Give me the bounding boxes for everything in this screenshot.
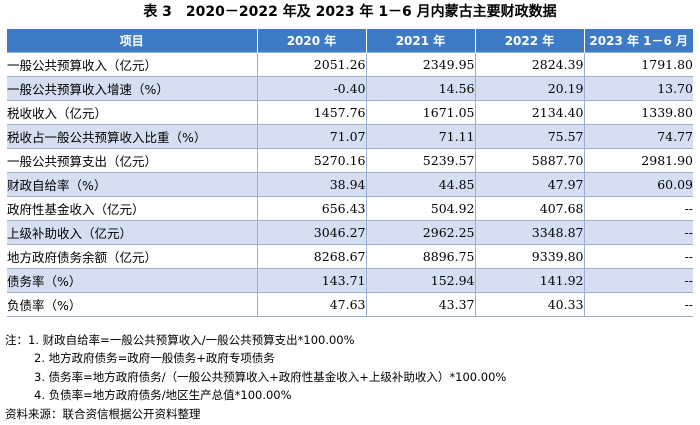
table-row: 税收占一般公共预算收入比重（%） 71.07 71.11 75.57 74.77 xyxy=(7,124,693,149)
row-label: 一般公共预算收入增速（%） xyxy=(7,76,258,101)
cell-value: 8268.67 xyxy=(257,244,367,269)
table-header-row: 项目 2020 年 2021 年 2022 年 2023 年 1－6 月 xyxy=(7,29,693,53)
cell-value: 13.70 xyxy=(584,76,693,101)
column-header-2020: 2020 年 xyxy=(257,29,367,53)
table-row: 税收收入（亿元） 1457.76 1671.05 2134.40 1339.80 xyxy=(7,100,693,125)
cell-value: 141.92 xyxy=(475,268,585,293)
row-label: 税收收入（亿元） xyxy=(7,100,258,125)
cell-value: 47.63 xyxy=(257,292,367,317)
cell-value: 71.07 xyxy=(257,124,367,149)
cell-value: -- xyxy=(584,244,693,269)
table-row: 财政自给率（%） 38.94 44.85 47.97 60.09 xyxy=(7,172,693,197)
cell-value: 5887.70 xyxy=(475,148,585,173)
cell-value: -- xyxy=(584,220,693,245)
row-label: 上级补助收入（亿元） xyxy=(7,220,258,245)
cell-value: 1457.76 xyxy=(257,100,367,125)
cell-value: 74.77 xyxy=(584,124,693,149)
cell-value: 1791.80 xyxy=(584,52,693,77)
cell-value: -- xyxy=(584,196,693,221)
row-label: 财政自给率（%） xyxy=(7,172,258,197)
cell-value: 8896.75 xyxy=(366,244,476,269)
cell-value: 14.56 xyxy=(366,76,476,101)
cell-value: -- xyxy=(584,292,693,317)
table-row: 政府性基金收入（亿元） 656.43 504.92 407.68 -- xyxy=(7,196,693,221)
note-line: 注：1. 财政自给率=一般公共预算收入/一般公共预算支出*100.00% xyxy=(5,333,355,347)
cell-value: 40.33 xyxy=(475,292,585,317)
table-row: 债务率（%） 143.71 152.94 141.92 -- xyxy=(7,268,693,293)
cell-value: 5239.57 xyxy=(366,148,476,173)
table-row: 一般公共预算收入（亿元） 2051.26 2349.95 2824.39 179… xyxy=(7,52,693,77)
note-line: 2. 地方政府债务=政府一般债务+政府专项债务 xyxy=(34,351,275,366)
column-header-2021: 2021 年 xyxy=(366,29,476,53)
cell-value: 2962.25 xyxy=(366,220,476,245)
table-row: 负债率（%） 47.63 43.37 40.33 -- xyxy=(7,292,693,317)
table-notes: 注：1. 财政自给率=一般公共预算收入/一般公共预算支出*100.00% 2. … xyxy=(5,331,695,423)
table-row: 一般公共预算收入增速（%） -0.40 14.56 20.19 13.70 xyxy=(7,76,693,101)
row-label: 一般公共预算收入（亿元） xyxy=(7,52,258,77)
source-note: 资料来源：联合资信根据公开资料整理 xyxy=(5,406,201,421)
note-line: 4. 负债率=地方政府债务/地区生产总值*100.00% xyxy=(34,388,292,403)
fiscal-data-table: 项目 2020 年 2021 年 2022 年 2023 年 1－6 月 一般公… xyxy=(7,29,693,317)
cell-value: 2824.39 xyxy=(475,52,585,77)
cell-value: 9339.80 xyxy=(475,244,585,269)
cell-value: 75.57 xyxy=(475,124,585,149)
table-row: 地方政府债务余额（亿元） 8268.67 8896.75 9339.80 -- xyxy=(7,244,693,269)
table-title: 表 3 2020－2022 年及 2023 年 1－6 月内蒙古主要财政数据 xyxy=(143,4,557,20)
cell-value: 20.19 xyxy=(475,76,585,101)
row-label: 债务率（%） xyxy=(7,268,258,293)
cell-value: 71.11 xyxy=(366,124,476,149)
cell-value: 2349.95 xyxy=(366,52,476,77)
cell-value: 656.43 xyxy=(257,196,367,221)
cell-value: 44.85 xyxy=(366,172,476,197)
cell-value: 2051.26 xyxy=(257,52,367,77)
table-row: 上级补助收入（亿元） 3046.27 2962.25 3348.87 -- xyxy=(7,220,693,245)
cell-value: 143.71 xyxy=(257,268,367,293)
column-header-item: 项目 xyxy=(7,29,258,53)
row-label: 一般公共预算支出（亿元） xyxy=(7,148,258,173)
cell-value: 504.92 xyxy=(366,196,476,221)
column-header-2023h1: 2023 年 1－6 月 xyxy=(584,29,693,53)
note-line: 3. 债务率=地方政府债务/（一般公共预算收入+政府性基金收入+上级补助收入）*… xyxy=(34,369,507,384)
row-label: 政府性基金收入（亿元） xyxy=(7,196,258,221)
row-label: 地方政府债务余额（亿元） xyxy=(7,244,258,269)
cell-value: -- xyxy=(584,268,693,293)
cell-value: 60.09 xyxy=(584,172,693,197)
cell-value: 43.37 xyxy=(366,292,476,317)
cell-value: 407.68 xyxy=(475,196,585,221)
cell-value: 47.97 xyxy=(475,172,585,197)
cell-value: 3348.87 xyxy=(475,220,585,245)
cell-value: -0.40 xyxy=(257,76,367,101)
row-label: 负债率（%） xyxy=(7,292,258,317)
cell-value: 38.94 xyxy=(257,172,367,197)
cell-value: 1339.80 xyxy=(584,100,693,125)
cell-value: 3046.27 xyxy=(257,220,367,245)
cell-value: 2134.40 xyxy=(475,100,585,125)
cell-value: 1671.05 xyxy=(366,100,476,125)
cell-value: 5270.16 xyxy=(257,148,367,173)
table-row: 一般公共预算支出（亿元） 5270.16 5239.57 5887.70 298… xyxy=(7,148,693,173)
cell-value: 2981.90 xyxy=(584,148,693,173)
column-header-2022: 2022 年 xyxy=(475,29,585,53)
row-label: 税收占一般公共预算收入比重（%） xyxy=(7,124,258,149)
cell-value: 152.94 xyxy=(366,268,476,293)
